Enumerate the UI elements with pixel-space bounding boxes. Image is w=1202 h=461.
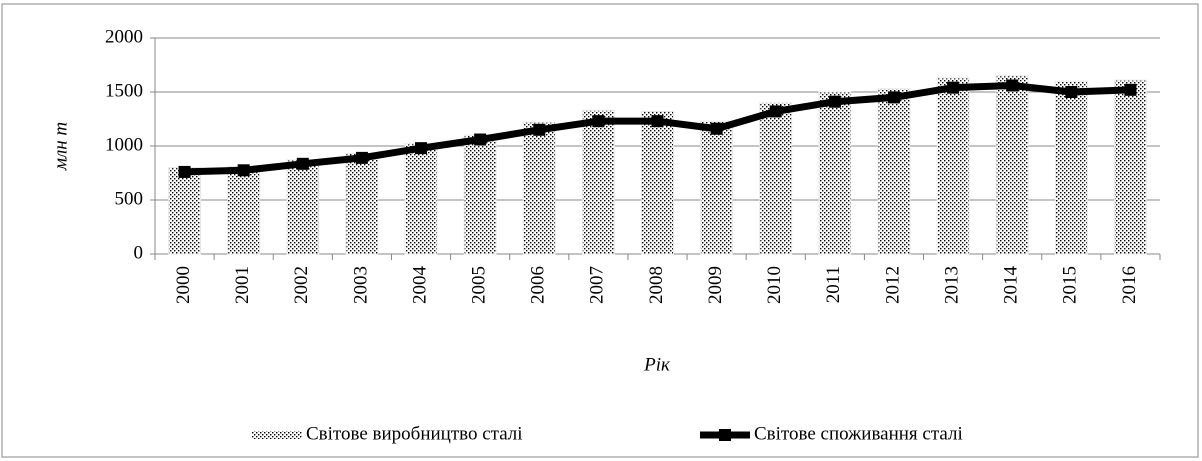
x-tick-label: 2005 bbox=[469, 266, 490, 304]
marker bbox=[296, 157, 309, 170]
marker bbox=[533, 123, 546, 136]
marker bbox=[710, 122, 723, 135]
x-tick-label: 2002 bbox=[291, 266, 312, 304]
bar bbox=[168, 167, 202, 255]
bar bbox=[700, 120, 734, 255]
legend-label: Світове споживання сталі bbox=[754, 423, 963, 444]
marker bbox=[947, 81, 960, 94]
x-tick-label: 2012 bbox=[882, 266, 903, 304]
marker bbox=[237, 164, 250, 177]
bar bbox=[1054, 80, 1088, 255]
bar bbox=[463, 134, 497, 255]
bar bbox=[995, 75, 1029, 255]
x-tick-label: 2014 bbox=[1001, 265, 1022, 304]
x-axis-label: Рік bbox=[643, 354, 671, 375]
legend-label: Світове виробництво сталі bbox=[306, 423, 523, 444]
x-tick-label: 2015 bbox=[1060, 266, 1081, 304]
y-tick-label: 0 bbox=[134, 242, 144, 263]
y-tick-label: 500 bbox=[115, 188, 144, 209]
marker bbox=[769, 105, 782, 118]
marker bbox=[1124, 83, 1137, 96]
bar bbox=[345, 153, 379, 255]
marker bbox=[1006, 79, 1019, 92]
marker bbox=[178, 165, 191, 178]
bar bbox=[581, 109, 615, 255]
marker bbox=[1065, 86, 1078, 98]
x-tick-label: 2001 bbox=[232, 266, 253, 304]
y-tick-label: 1500 bbox=[105, 80, 143, 101]
y-axis-label: млн т bbox=[50, 122, 71, 171]
x-tick-label: 2013 bbox=[941, 266, 962, 304]
marker bbox=[474, 133, 487, 146]
marker bbox=[828, 95, 841, 108]
bar bbox=[759, 102, 793, 255]
x-tick-label: 2007 bbox=[587, 266, 608, 304]
x-tick-label: 2010 bbox=[764, 266, 785, 304]
bar bbox=[877, 88, 911, 255]
bar bbox=[1113, 79, 1147, 255]
bar bbox=[522, 121, 556, 255]
x-tick-label: 2006 bbox=[528, 266, 549, 304]
x-tick-label: 2011 bbox=[823, 266, 844, 303]
x-tick-label: 2004 bbox=[409, 266, 430, 305]
marker bbox=[887, 91, 900, 104]
bar bbox=[818, 91, 852, 255]
x-tick-label: 2000 bbox=[173, 266, 194, 304]
y-tick-label: 1000 bbox=[105, 134, 143, 155]
y-tick-label: 2000 bbox=[105, 26, 143, 47]
marker bbox=[415, 142, 428, 155]
marker bbox=[592, 115, 605, 128]
x-tick-label: 2008 bbox=[646, 266, 667, 304]
bar bbox=[286, 159, 320, 255]
marker bbox=[355, 151, 368, 164]
bar bbox=[641, 110, 674, 255]
bar bbox=[404, 143, 438, 255]
x-tick-label: 2009 bbox=[705, 266, 726, 304]
x-tick-label: 2016 bbox=[1119, 266, 1140, 304]
marker bbox=[651, 115, 664, 128]
x-tick-label: 2003 bbox=[350, 266, 371, 304]
bar bbox=[227, 166, 261, 255]
legend-swatch bbox=[719, 429, 731, 441]
bar bbox=[936, 77, 970, 255]
legend-swatch bbox=[252, 431, 302, 439]
